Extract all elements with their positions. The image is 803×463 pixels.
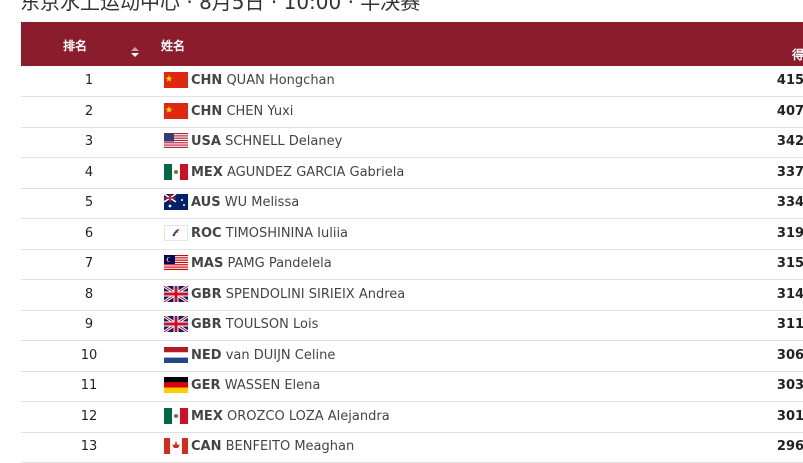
athlete-name: SPENDOLINI SIRIEIX Andrea xyxy=(225,286,406,302)
table-row: 1 CHN QUAN Hongchan 415. xyxy=(21,66,803,97)
athlete: CHN CHEN Yuxi xyxy=(191,104,293,119)
athlete: NED van DUIJN Celine xyxy=(191,348,335,363)
flag xyxy=(164,377,188,393)
flag xyxy=(164,316,188,332)
athlete: GBR TOULSON Lois xyxy=(191,317,318,332)
table-row: 12 MEX OROZCO LOZA Alejandra 301. xyxy=(21,402,803,433)
table-row: 11 GER WASSEN Elena 303. xyxy=(21,371,803,402)
rank: 6 xyxy=(84,225,94,241)
athlete: GER WASSEN Elena xyxy=(191,378,320,393)
country-code: CHN xyxy=(191,103,223,119)
country-code: GBR xyxy=(191,286,222,302)
flag xyxy=(164,133,188,149)
athlete: CHN QUAN Hongchan xyxy=(191,73,335,88)
score: 415. xyxy=(776,73,803,88)
table-row: 7 MAS PAMG Pandelela 315. xyxy=(21,249,803,280)
country-code: ROC xyxy=(191,225,222,241)
table-row: 2 CHN CHEN Yuxi 407. xyxy=(21,97,803,128)
athlete: AUS WU Melissa xyxy=(191,195,299,210)
flag xyxy=(164,72,188,88)
athlete: MAS PAMG Pandelela xyxy=(191,256,332,271)
athlete: CAN BENFEITO Meaghan xyxy=(191,439,354,454)
athlete-name: QUAN Hongchan xyxy=(226,73,335,88)
rank: 1 xyxy=(84,73,94,88)
flag xyxy=(164,285,188,302)
athlete: MEX OROZCO LOZA Alejandra xyxy=(191,409,390,424)
athlete-name: OROZCO LOZA Alejandra xyxy=(226,408,390,424)
rank: 11 xyxy=(80,378,98,393)
sort-icon[interactable] xyxy=(130,46,140,58)
flag xyxy=(164,346,188,363)
column-header[interactable]: 排名 xyxy=(63,39,88,53)
table-header: 排名 姓名 得 xyxy=(21,22,803,66)
score: 319. xyxy=(776,225,803,241)
athlete-name: WASSEN Elena xyxy=(224,378,321,393)
score: 303. xyxy=(776,378,803,393)
rank: 10 xyxy=(80,347,98,363)
country-code: GBR xyxy=(191,317,222,332)
table-row: 13 CAN BENFEITO Meaghan 296. xyxy=(21,432,803,463)
rank: 5 xyxy=(84,195,94,210)
athlete: MEX AGUNDEZ GARCIA Gabriela xyxy=(191,165,404,180)
flag xyxy=(164,407,188,424)
athlete-name: WU Melissa xyxy=(224,195,300,210)
athlete: USA SCHNELL Delaney xyxy=(191,134,342,149)
athlete-name: SCHNELL Delaney xyxy=(225,134,343,149)
athlete-name: CHEN Yuxi xyxy=(226,103,294,119)
country-code: CHN xyxy=(191,73,223,88)
table-row: 4 MEX AGUNDEZ GARCIA Gabriela 337. xyxy=(21,158,803,189)
score: 301. xyxy=(776,408,803,424)
country-code: NED xyxy=(191,347,222,363)
flag xyxy=(164,255,188,271)
table-row: 6 ROC TIMOSHININA Iuliia 319. xyxy=(21,219,803,250)
score: 306. xyxy=(776,347,803,363)
rank: 4 xyxy=(84,164,94,180)
flag xyxy=(164,194,188,210)
table-row: 8 GBR SPENDOLINI SIRIEIX Andrea 314. xyxy=(21,280,803,311)
table-row: 10 NED van DUIJN Celine 306. xyxy=(21,341,803,372)
table-row: 3 USA SCHNELL Delaney 342. xyxy=(21,127,803,158)
page: 东京水上运动中心 · 8月5日 · 10:00 · 半决赛 排名 姓名 得 1 C… xyxy=(20,0,803,463)
rank: 3 xyxy=(84,134,94,149)
score: 342. xyxy=(776,134,803,149)
flag xyxy=(164,438,188,454)
flag xyxy=(164,224,188,241)
country-code: AUS xyxy=(191,195,221,210)
rank: 13 xyxy=(80,439,98,454)
score: 407. xyxy=(776,103,803,119)
flag xyxy=(164,102,188,119)
flag xyxy=(164,163,188,180)
score: 315. xyxy=(776,256,803,271)
score: 314. xyxy=(776,286,803,302)
rank: 7 xyxy=(84,256,94,271)
athlete-name: van DUIJN Celine xyxy=(225,347,336,363)
column-header: 姓名 xyxy=(161,39,186,53)
country-code: GER xyxy=(191,378,221,393)
column-header[interactable]: 得 xyxy=(792,48,803,62)
rank: 2 xyxy=(84,103,94,119)
rank: 12 xyxy=(80,408,98,424)
score: 296. xyxy=(776,439,803,454)
table-row: 5 AUS WU Melissa 334. xyxy=(21,188,803,219)
country-code: USA xyxy=(191,134,221,149)
score: 334. xyxy=(776,195,803,210)
score: 311. xyxy=(776,317,803,332)
athlete-name: TIMOSHININA Iuliia xyxy=(225,225,349,241)
score: 337. xyxy=(776,164,803,180)
rank: 8 xyxy=(84,286,94,302)
athlete-name: TOULSON Lois xyxy=(225,317,319,332)
athlete-name: PAMG Pandelela xyxy=(227,256,332,271)
table-row: 9 GBR TOULSON Lois 311. xyxy=(21,310,803,341)
athlete: ROC TIMOSHININA Iuliia xyxy=(191,226,348,241)
athlete-name: BENFEITO Meaghan xyxy=(225,439,355,454)
athlete-name: AGUNDEZ GARCIA Gabriela xyxy=(226,164,405,180)
country-code: CAN xyxy=(191,439,222,454)
country-code: MAS xyxy=(191,256,224,271)
rank: 9 xyxy=(84,317,94,332)
country-code: MEX xyxy=(191,408,223,424)
athlete: GBR SPENDOLINI SIRIEIX Andrea xyxy=(191,287,405,302)
page-title: 东京水上运动中心 · 8月5日 · 10:00 · 半决赛 xyxy=(20,0,421,14)
country-code: MEX xyxy=(191,164,223,180)
